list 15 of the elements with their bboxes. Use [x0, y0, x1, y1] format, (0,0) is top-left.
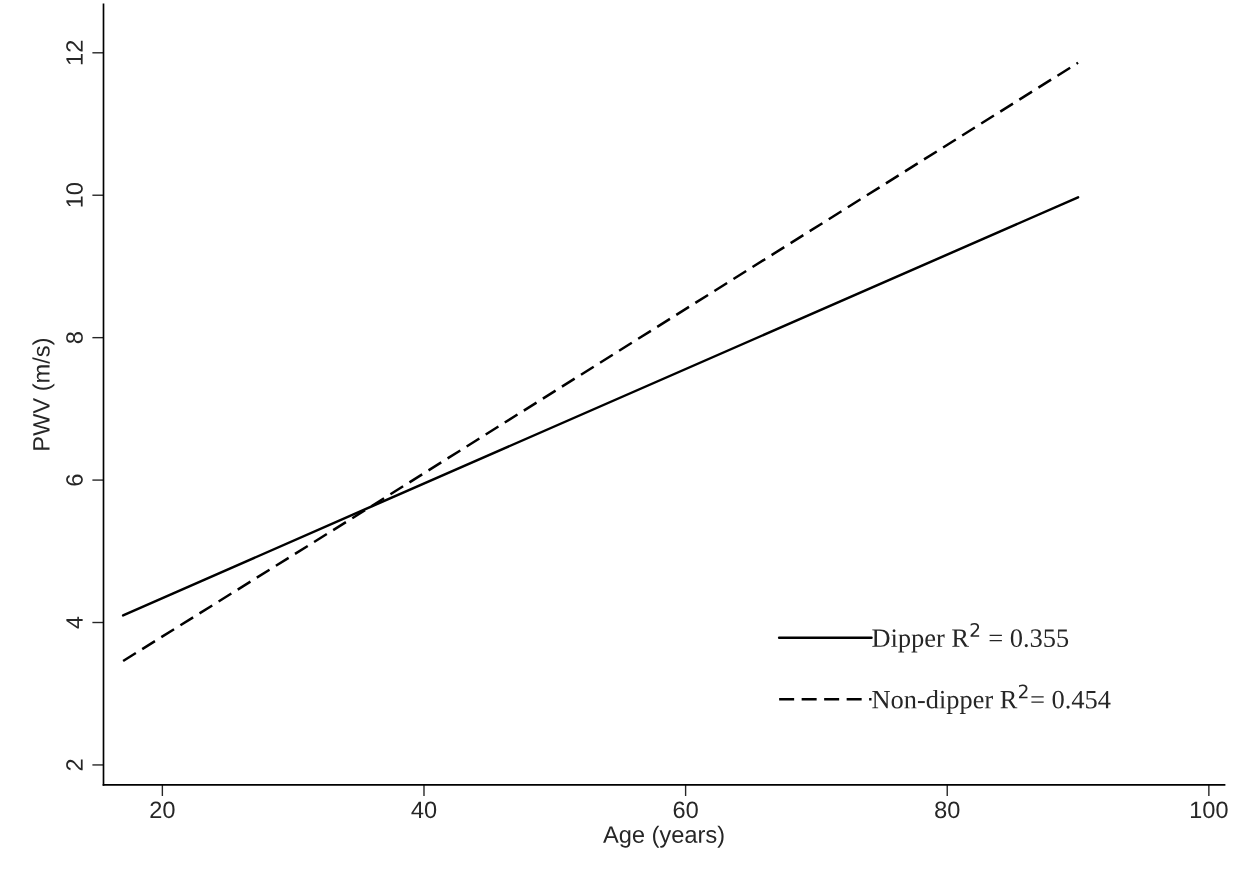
x-tick-label: 80 — [935, 801, 960, 819]
x-axis-title: Age (years) — [603, 825, 724, 848]
x-tick-label: 100 — [1190, 801, 1228, 819]
y-tick-label: 2 — [66, 759, 83, 771]
legend-label: Non-dipper R$^{2}$= 0.454 — [872, 684, 1111, 714]
x-tick-label: 40 — [411, 801, 437, 819]
y-tick-label: 6 — [66, 474, 83, 486]
y-tick-label: 12 — [66, 40, 83, 65]
y-tick-label: 8 — [66, 332, 83, 344]
x-tick-label: 60 — [673, 801, 698, 819]
y-tick-label: 4 — [66, 616, 83, 629]
legend-label: Dipper R$^{2}$ = 0.355 — [872, 622, 1069, 653]
y-tick-label: 10 — [66, 183, 83, 207]
x-tick-label: 20 — [150, 801, 175, 819]
y-axis-title: PWV (m/s) — [32, 339, 55, 450]
